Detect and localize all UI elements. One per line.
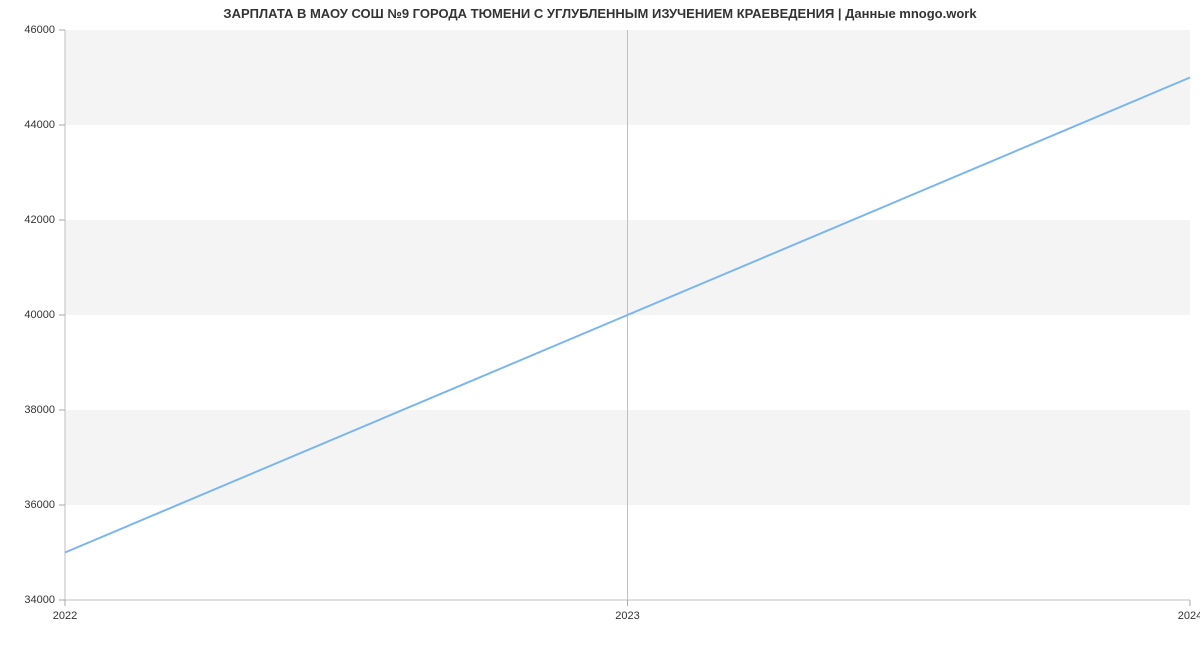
y-tick-label: 42000: [0, 214, 55, 226]
chart-svg: [65, 30, 1190, 600]
plot-area: 3400036000380004000042000440004600020222…: [65, 30, 1190, 600]
chart-container: ЗАРПЛАТА В МАОУ СОШ №9 ГОРОДА ТЮМЕНИ С У…: [0, 0, 1200, 650]
y-tick-label: 46000: [0, 24, 55, 36]
y-tick-label: 34000: [0, 594, 55, 606]
chart-title: ЗАРПЛАТА В МАОУ СОШ №9 ГОРОДА ТЮМЕНИ С У…: [0, 6, 1200, 21]
y-tick-label: 44000: [0, 119, 55, 131]
y-tick-label: 36000: [0, 499, 55, 511]
y-tick-label: 38000: [0, 404, 55, 416]
x-tick-label: 2024: [1178, 610, 1200, 622]
y-tick-label: 40000: [0, 309, 55, 321]
x-tick-label: 2022: [53, 610, 77, 622]
x-tick-label: 2023: [615, 610, 639, 622]
